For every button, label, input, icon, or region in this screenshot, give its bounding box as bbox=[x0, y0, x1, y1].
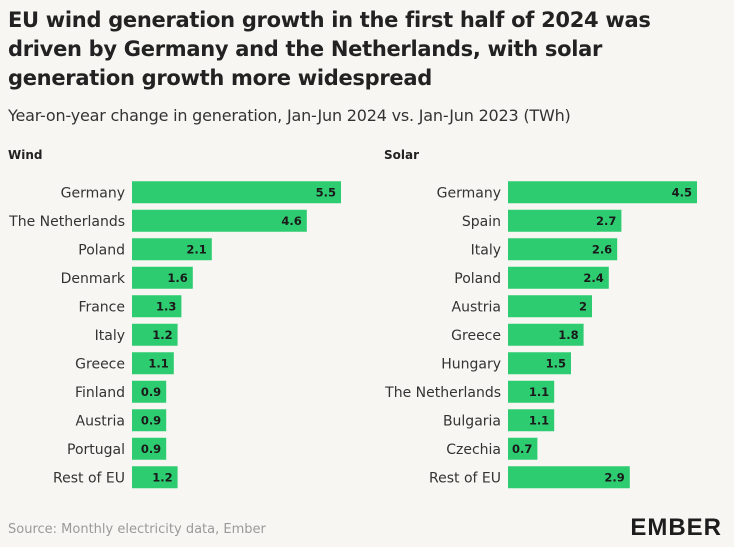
solar-category-label: Poland bbox=[454, 271, 501, 287]
wind-bar-chart: Germany 5.5 The Netherlands 4.6 Poland 2.1 Den… bbox=[8, 148, 348, 488]
wind-category-label: Austria bbox=[76, 413, 125, 429]
chart-title: EU wind generation growth in the first h… bbox=[8, 6, 728, 93]
solar-bar bbox=[508, 181, 697, 203]
wind-category-label: Rest of EU bbox=[53, 470, 125, 486]
solar-value-label: 1.8 bbox=[558, 328, 578, 342]
solar-category-label: Austria bbox=[452, 299, 501, 315]
wind-value-label: 4.6 bbox=[281, 214, 301, 228]
solar-value-label: 2.4 bbox=[583, 271, 603, 285]
solar-value-label: 1.1 bbox=[529, 413, 549, 427]
solar-category-label: The Netherlands bbox=[384, 385, 501, 401]
solar-category-label: Czechia bbox=[446, 442, 501, 458]
wind-category-label: Poland bbox=[78, 242, 125, 258]
wind-value-label: 1.1 bbox=[148, 356, 168, 370]
solar-category-label: Bulgaria bbox=[443, 413, 501, 429]
solar-value-label: 2.9 bbox=[604, 470, 624, 484]
wind-value-label: 2.1 bbox=[186, 242, 206, 256]
wind-value-label: 0.9 bbox=[141, 413, 161, 427]
wind-value-label: 1.6 bbox=[167, 271, 187, 285]
solar-value-label: 2.6 bbox=[592, 242, 612, 256]
solar-category-label: Germany bbox=[437, 185, 501, 201]
wind-category-label: Denmark bbox=[61, 271, 126, 287]
wind-category-label: Germany bbox=[61, 185, 125, 201]
wind-value-label: 1.3 bbox=[156, 299, 176, 313]
wind-value-label: 0.9 bbox=[141, 442, 161, 456]
chart-subtitle: Year-on-year change in generation, Jan-J… bbox=[8, 106, 571, 125]
solar-bar-chart: Germany 4.5 Spain 2.7 Italy 2.6 Poland 2.4 Austr… bbox=[384, 148, 724, 488]
wind-category-label: The Netherlands bbox=[8, 214, 125, 230]
solar-category-label: Greece bbox=[451, 328, 501, 344]
wind-category-label: Greece bbox=[75, 356, 125, 372]
solar-value-label: 1.5 bbox=[546, 356, 566, 370]
wind-value-label: 5.5 bbox=[316, 185, 336, 199]
solar-value-label: 1.1 bbox=[529, 385, 549, 399]
wind-value-label: 1.2 bbox=[152, 470, 172, 484]
solar-value-label: 4.5 bbox=[672, 185, 692, 199]
solar-category-label: Rest of EU bbox=[429, 470, 501, 486]
wind-category-label: France bbox=[78, 299, 125, 315]
wind-value-label: 1.2 bbox=[152, 328, 172, 342]
wind-category-label: Portugal bbox=[67, 442, 125, 458]
solar-value-label: 2 bbox=[579, 299, 587, 313]
wind-value-label: 0.9 bbox=[141, 385, 161, 399]
wind-category-label: Italy bbox=[95, 328, 125, 344]
source-note: Source: Monthly electricity data, Ember bbox=[8, 522, 266, 537]
wind-bar bbox=[132, 181, 341, 203]
solar-category-label: Spain bbox=[462, 214, 501, 230]
solar-value-label: 2.7 bbox=[596, 214, 616, 228]
solar-category-label: Italy bbox=[471, 242, 501, 258]
solar-value-label: 0.7 bbox=[512, 442, 532, 456]
wind-category-label: Finland bbox=[75, 385, 125, 401]
solar-category-label: Hungary bbox=[441, 356, 501, 372]
ember-logo: EMBER bbox=[630, 514, 722, 542]
